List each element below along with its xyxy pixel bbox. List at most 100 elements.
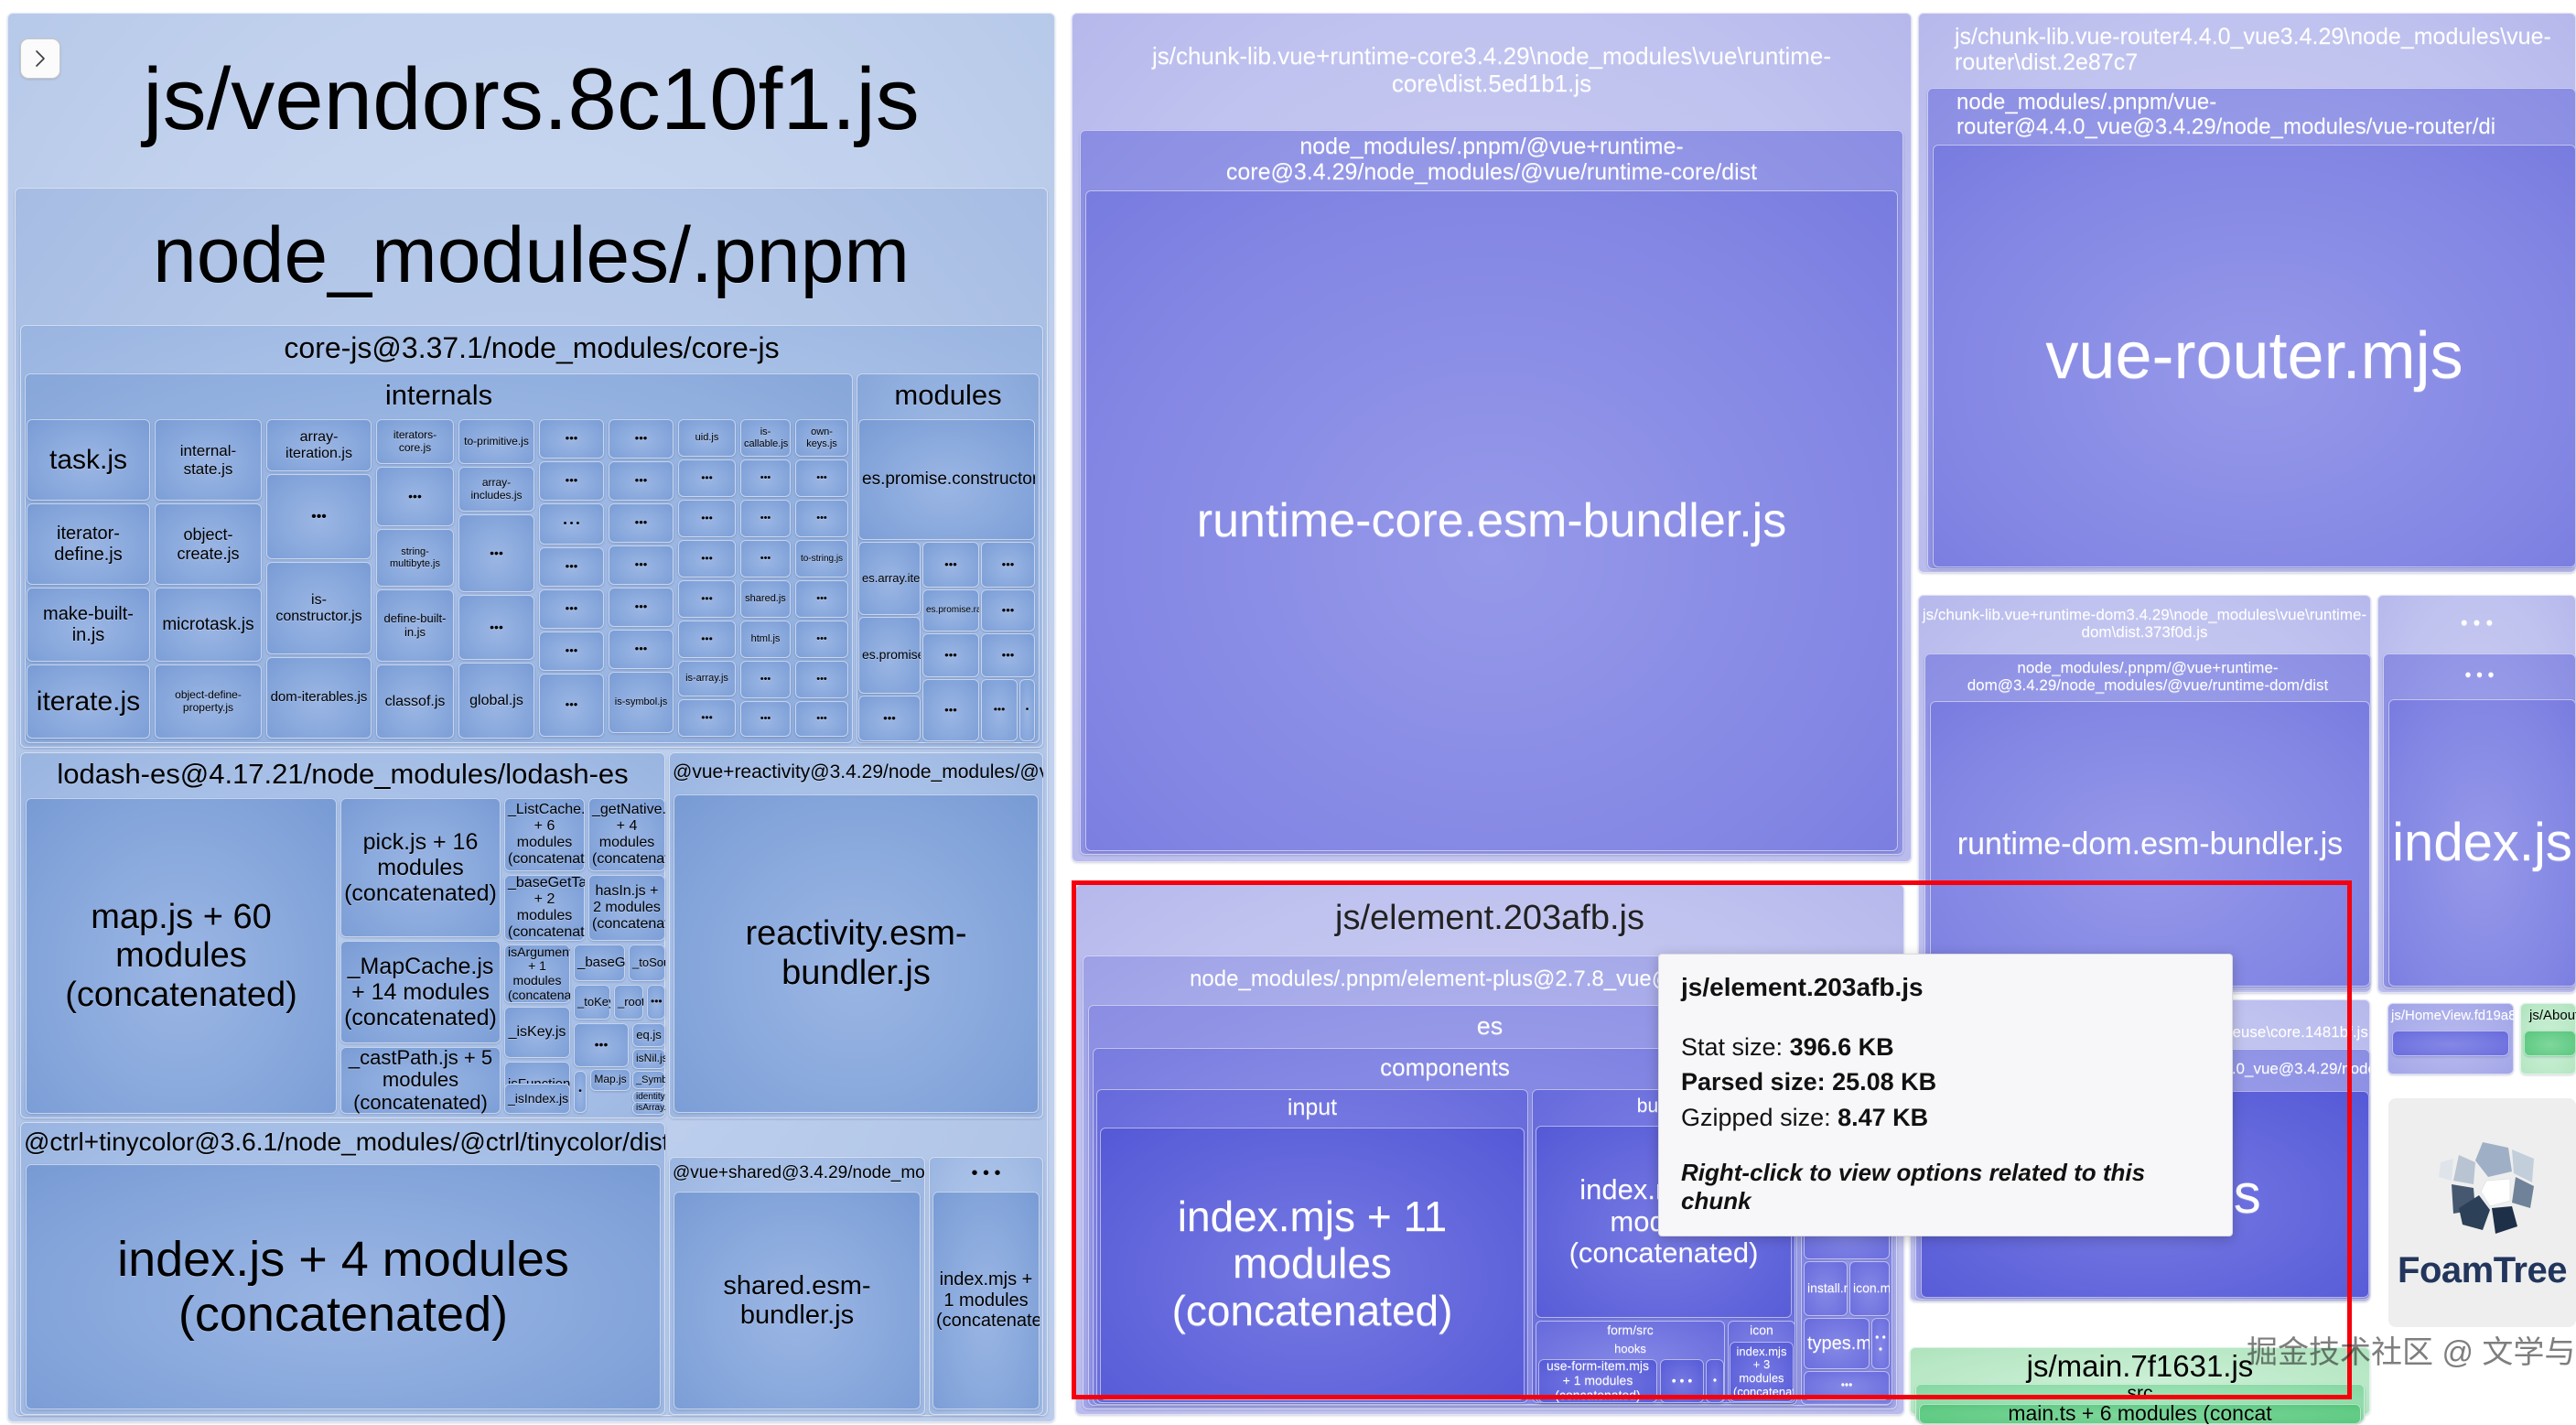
treemap-leaf-corejs-internal[interactable]: array-includes.js xyxy=(458,467,534,512)
treemap-leaf-lodash-baseget[interactable]: _baseGet.js xyxy=(574,945,625,981)
treemap-label-vue-router-pkg[interactable]: node_modules/.pnpm/vue-router@4.4.0_vue@… xyxy=(1927,88,2576,143)
treemap-leaf-lodash-symbol[interactable]: _Symbol.js xyxy=(632,1071,665,1089)
treemap-leaf-corejs-internal[interactable]: ••• xyxy=(795,580,848,618)
treemap-leaf-corejs-internal[interactable]: is-array.js xyxy=(678,661,736,696)
treemap-leaf-corejs-internal[interactable]: ••• xyxy=(795,661,848,698)
treemap-leaf-corejs-internal[interactable]: ••• xyxy=(740,500,791,537)
treemap-leaf-lodash-isnil[interactable]: isNil.js xyxy=(632,1049,665,1069)
treemap-leaf-corejs-internal[interactable]: is-symbol.js xyxy=(609,672,674,733)
treemap-leaf-lodash-isarray[interactable]: isArray.js xyxy=(632,1102,665,1115)
treemap-leaf-lodash-getnative[interactable]: _getNative.js + 4 modules (concatenated) xyxy=(588,798,665,871)
treemap-leaf-corejs-internal[interactable]: classof.js xyxy=(376,664,454,739)
treemap-leaf-corejs-internal[interactable]: iterate.js xyxy=(27,664,150,739)
treemap-leaf-corejs-module[interactable]: ••• xyxy=(981,542,1035,588)
treemap-leaf-corejs-module[interactable]: es.array.iterator.js xyxy=(858,542,921,615)
treemap-label-element-chunk[interactable]: js/element.203afb.js xyxy=(1075,884,1904,953)
treemap-leaf-corejs-internal[interactable]: iterators-core.js xyxy=(376,419,454,464)
treemap-leaf-corejs-internal[interactable]: ••• xyxy=(678,540,736,578)
treemap-leaf-corejs-internal[interactable]: to-string.js xyxy=(795,540,848,578)
treemap-leaf-corejs-internal[interactable]: ••• xyxy=(678,699,736,737)
treemap-leaf-lodash-tosource[interactable]: _toSource.js xyxy=(629,945,665,981)
treemap-leaf-element-types-ellipsis[interactable]: • • • xyxy=(1871,1318,1890,1369)
treemap-leaf-corejs-module[interactable]: ••• xyxy=(981,633,1035,677)
treemap-leaf-element-input-index[interactable]: index.mjs + 11 modules (concatenated) xyxy=(1100,1128,1525,1400)
treemap-leaf-element-hooks-ellipsis-2[interactable]: • xyxy=(1706,1359,1724,1403)
treemap-leaf-corejs-internal[interactable]: ••• xyxy=(609,503,674,543)
treemap-leaf-lodash-isarguments[interactable]: isArguments.js + 1 modules (concatenated… xyxy=(504,945,570,1003)
treemap-leaf-corejs-module[interactable]: es.promise.constructor.js xyxy=(858,419,1035,540)
treemap-leaf-corejs-internal[interactable]: make-built-in.js xyxy=(27,588,150,662)
treemap-leaf-element-icon-mjs[interactable]: icon.mjs xyxy=(1849,1261,1890,1316)
treemap-leaf-corejs-internal[interactable]: ••• xyxy=(609,630,674,669)
treemap-leaf-lodash-ellipsis-1[interactable]: ••• xyxy=(647,985,665,1020)
treemap-leaf-corejs-internal[interactable]: array-iteration.js xyxy=(266,419,372,471)
treemap-leaf-lodash-map[interactable]: map.js + 60 modules (concatenated) xyxy=(26,798,337,1114)
treemap-leaf-element-hooks-ellipsis[interactable]: • • • xyxy=(1660,1359,1704,1403)
treemap-label-element-hooks[interactable]: hooks xyxy=(1537,1340,1723,1358)
treemap-leaf-corejs-internal[interactable]: microtask.js xyxy=(155,588,262,662)
treemap-leaf-lodash-ellipsis-3[interactable]: • xyxy=(574,1071,587,1113)
treemap-leaf-lodash-isindex[interactable]: _isIndex.js xyxy=(504,1084,570,1114)
treemap-label-index-js-chunk[interactable]: • • • xyxy=(2377,595,2576,652)
treemap-leaf-corejs-internal[interactable]: ••• xyxy=(740,661,791,698)
treemap-leaf-corejs-internal[interactable]: iterator-define.js xyxy=(27,503,150,585)
treemap-leaf-corejs-internal[interactable]: is-callable.js xyxy=(740,419,791,457)
treemap-label-home-view[interactable]: js/HomeView.fd19a8.js xyxy=(2387,1003,2514,1029)
treemap-leaf-corejs-module[interactable]: es.promise.all.js xyxy=(858,617,921,694)
treemap-label-tinycolor[interactable]: @ctrl+tinycolor@3.6.1/node_modules/@ctrl… xyxy=(20,1122,665,1162)
treemap-label-element-icon[interactable]: icon xyxy=(1728,1321,1795,1341)
treemap-leaf-corejs-internal[interactable]: ••• xyxy=(740,701,791,737)
treemap-leaf-about-view-inner[interactable] xyxy=(2524,1031,2576,1056)
treemap-leaf-corejs-internal[interactable]: ••• xyxy=(678,580,736,618)
treemap-leaf-corejs-internal[interactable]: object-define-property.js xyxy=(155,664,262,739)
treemap-leaf-index-js[interactable]: index.js xyxy=(2388,699,2576,987)
treemap-leaf-runtime-dom-bundler[interactable]: runtime-dom.esm-bundler.js xyxy=(1930,701,2370,987)
treemap-leaf-main-ts[interactable]: main.ts + 6 modules (concat xyxy=(1919,1404,2361,1424)
treemap-leaf-corejs-module[interactable]: ••• xyxy=(922,633,979,677)
treemap-leaf-lodash-ellipsis-2[interactable]: ••• xyxy=(574,1023,629,1067)
treemap-label-runtime-dom-pkg[interactable]: node_modules/.pnpm/@vue+runtime-dom@3.4.… xyxy=(1924,653,2371,699)
treemap-label-runtime-core-chunk[interactable]: js/chunk-lib.vue+runtime-core3.4.29\node… xyxy=(1072,13,1912,127)
treemap-leaf-corejs-internal[interactable]: to-primitive.js xyxy=(458,419,534,464)
treemap-leaf-corejs-internal[interactable]: ••• xyxy=(376,467,454,526)
treemap-leaf-corejs-internal[interactable]: • • • xyxy=(539,503,604,545)
internals-leaf-grid[interactable]: task.js iterator-define.js make-built-in.j… xyxy=(27,419,851,741)
treemap-label-modules[interactable]: modules xyxy=(857,373,1040,417)
treemap-leaf-element-bottom-ellipsis[interactable]: ••• xyxy=(1804,1371,1890,1400)
treemap-leaf-corejs-internal[interactable]: ••• xyxy=(539,419,604,459)
treemap-leaf-runtime-core-bundler[interactable]: runtime-core.esm-bundler.js xyxy=(1085,190,1898,851)
treemap-label-index-js-pkg[interactable]: • • • xyxy=(2383,653,2576,697)
treemap-leaf-corejs-internal[interactable]: task.js xyxy=(27,419,150,501)
treemap-leaf-lodash-mapcache[interactable]: _MapCache.js + 14 modules (concatenated) xyxy=(340,941,501,1043)
treemap-leaf-home-view-inner[interactable] xyxy=(2392,1031,2509,1056)
treemap-leaf-corejs-internal[interactable]: ••• xyxy=(539,674,604,737)
treemap-leaf-corejs-internal[interactable]: ••• xyxy=(609,545,674,585)
treemap-leaf-corejs-internal[interactable]: define-built-in.js xyxy=(376,589,454,662)
treemap-leaf-corejs-module[interactable]: ••• xyxy=(981,679,1018,741)
corejs-modules-leaf-grid[interactable]: es.promise.constructor.js es.array.iterat… xyxy=(858,419,1038,741)
treemap-label-vue-router-chunk[interactable]: js/chunk-lib.vue-router4.4.0_vue3.4.29\n… xyxy=(1918,13,2576,86)
treemap-leaf-corejs-internal[interactable]: ••• xyxy=(795,500,848,537)
treemap-leaf-corejs-internal[interactable]: own-keys.js xyxy=(795,419,848,457)
treemap-leaf-lodash-pick[interactable]: pick.js + 16 modules (concatenated) xyxy=(340,798,501,937)
treemap-leaf-corejs-module[interactable]: es.promise.race.js xyxy=(922,589,979,632)
treemap-leaf-corejs-internal[interactable]: ••• xyxy=(458,595,534,660)
treemap-leaf-lodash-map-js[interactable]: Map.js xyxy=(590,1069,631,1091)
treemap-leaf-element-use-form-item[interactable]: use-form-item.mjs + 1 modules (concatena… xyxy=(1538,1359,1657,1403)
treemap-leaf-lodash-listcache[interactable]: _ListCache.js + 6 modules (concatenated) xyxy=(504,798,585,871)
treemap-leaf-shared-bundler[interactable]: shared.esm-bundler.js xyxy=(674,1192,921,1409)
treemap-leaf-corejs-internal[interactable]: ••• xyxy=(539,632,604,671)
treemap-label-element-input[interactable]: input xyxy=(1096,1089,1528,1126)
treemap-leaf-corejs-internal[interactable]: ••• xyxy=(266,474,372,559)
treemap-leaf-corejs-internal[interactable]: ••• xyxy=(678,621,736,658)
treemap-leaf-corejs-internal[interactable]: ••• xyxy=(795,701,848,737)
treemap-label-runtime-dom-chunk[interactable]: js/chunk-lib.vue+runtime-dom3.4.29\node_… xyxy=(1918,595,2371,652)
treemap-leaf-tinycolor-index[interactable]: index.js + 4 modules (concatenated) xyxy=(26,1164,661,1409)
treemap-leaf-corejs-internal[interactable]: object-create.js xyxy=(155,503,262,585)
treemap-label-reactivity[interactable]: @vue+reactivity@3.4.29/node_modules/@vue… xyxy=(669,752,1043,793)
treemap-label-corejs[interactable]: core-js@3.37.1/node_modules/core-js xyxy=(20,325,1043,372)
treemap-leaf-corejs-internal[interactable]: string-multibyte.js xyxy=(376,529,454,587)
treemap-label-lodash[interactable]: lodash-es@4.17.21/node_modules/lodash-es xyxy=(20,752,665,796)
treemap-leaf-corejs-internal[interactable]: ••• xyxy=(539,589,604,629)
